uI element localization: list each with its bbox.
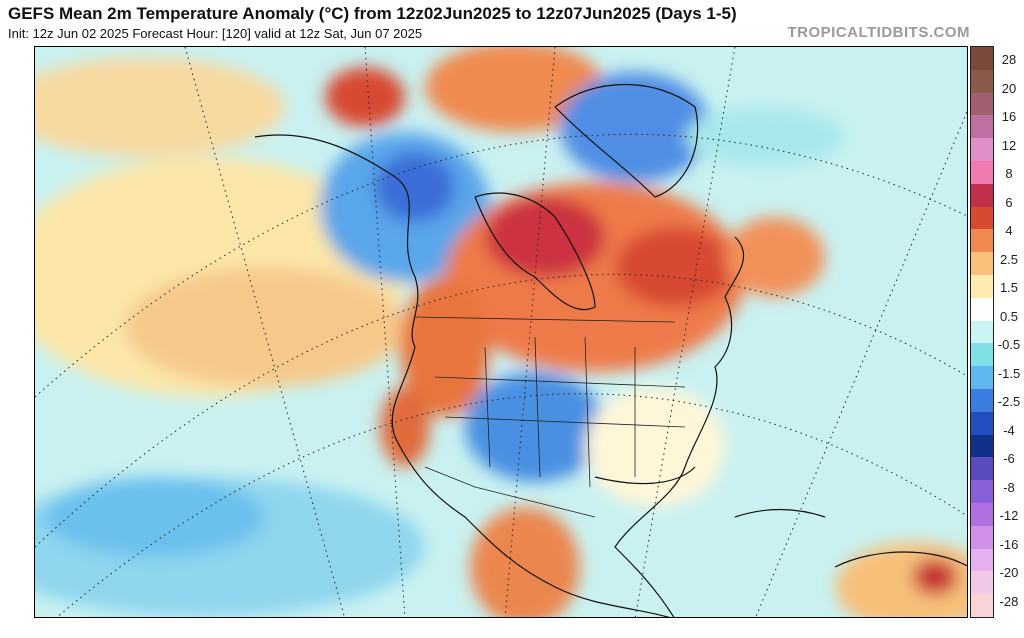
page-title: GEFS Mean 2m Temperature Anomaly (°C) fr… — [8, 4, 737, 23]
colorbar-tick-label: -28 — [999, 593, 1019, 609]
pacific-nw-warm — [400, 277, 490, 417]
colorbar-tick-label: 16 — [1001, 109, 1017, 124]
colorbar-tick-label: -12 — [999, 508, 1019, 523]
east-coast — [614, 236, 745, 617]
colorbar-labels: 28 20 16 12 8 6 4 2.5 1.5 0.5 -0.5 -1.5 -2.5 -4 -6 -8 -1… — [994, 46, 1024, 618]
greenland-cold — [560, 72, 710, 182]
anomaly-map — [34, 46, 968, 618]
pacific-warm-core — [125, 267, 405, 387]
eastern-us-neutral — [585, 387, 725, 507]
alaska-cold-core — [375, 152, 455, 222]
colorbar-swatch — [971, 434, 993, 458]
map-canvas — [35, 47, 967, 617]
colorbar-swatch — [971, 183, 993, 207]
colorbar-swatch — [971, 206, 993, 230]
colorbar-swatch — [971, 252, 993, 275]
subtropical-cool-core — [45, 477, 265, 557]
colorbar-swatch — [971, 502, 993, 526]
colorbar-tick-label: -16 — [999, 536, 1019, 552]
colorbar-swatch — [971, 160, 993, 184]
colorbar-swatch — [971, 69, 993, 93]
colorbar-swatch — [971, 594, 993, 617]
atlantic-warm — [725, 217, 825, 297]
colorbar-tick-label: -20 — [999, 565, 1019, 580]
colorbar-tick-label: 4 — [1005, 223, 1013, 238]
plains-cold — [465, 372, 605, 482]
colorbar-tick-label: -0.5 — [997, 337, 1021, 352]
colorbar-swatch — [971, 411, 993, 435]
colorbar-swatch — [971, 457, 993, 481]
colorbar-tick-label: -2.5 — [997, 394, 1021, 409]
colorbar-tick-label: 28 — [1001, 52, 1017, 67]
colorbar-tick-label: 2.5 — [999, 251, 1019, 267]
mexico-warm — [470, 507, 580, 617]
graticule — [35, 47, 967, 617]
us-canada-border — [414, 316, 676, 323]
colorbar-swatch — [971, 47, 993, 70]
quebec-warm — [615, 227, 735, 307]
colorbar-tick-label: 1.5 — [999, 280, 1019, 295]
arctic-warm — [425, 47, 605, 132]
caribbean-islands — [734, 508, 826, 518]
colorbar-tick-label: 0.5 — [999, 308, 1019, 324]
colorbar-swatch — [971, 297, 993, 321]
colorbar-swatch — [971, 388, 993, 412]
greenland-coast — [554, 84, 699, 198]
baffin-cool — [685, 107, 845, 167]
colorbar-swatch — [971, 320, 993, 344]
state-lines — [484, 336, 636, 488]
coastlines — [254, 84, 967, 617]
colorbar-swatch — [971, 571, 993, 595]
colorbar-tick-label: 20 — [1001, 80, 1017, 96]
forecast-info: Init: 12z Jun 02 2025 Forecast Hour: [12… — [8, 26, 423, 41]
colorbar-tick-label: -8 — [1003, 479, 1015, 495]
colorbar-swatch — [971, 138, 993, 161]
gulf-coast — [594, 466, 696, 485]
bering-warm — [35, 57, 285, 157]
colorbar — [970, 46, 994, 618]
colorbar-tick-label: 8 — [1005, 166, 1013, 181]
anomaly-fields — [35, 47, 967, 617]
colorbar-swatch — [971, 343, 993, 367]
colorbar-tick-label: -1.5 — [997, 365, 1021, 381]
south-america-hot — [913, 559, 957, 595]
california-warm — [380, 387, 430, 467]
colorbar-swatch — [971, 229, 993, 253]
colorbar-swatch — [971, 274, 993, 298]
colorbar-swatch — [971, 548, 993, 572]
south-america-coast — [834, 551, 967, 568]
colorbar-tick-label: 12 — [1001, 137, 1017, 153]
colorbar-tick-label: 6 — [1005, 194, 1013, 210]
colorbar-tick-label: -6 — [1003, 451, 1015, 466]
colorbar-tick-label: -4 — [1003, 422, 1015, 438]
colorbar-swatch — [971, 115, 993, 139]
source-watermark: TROPICALTIDBITS.COM — [787, 24, 970, 41]
hudson-bay — [474, 192, 596, 311]
hudson-warm-core — [485, 197, 605, 277]
siberia-warm — [325, 67, 405, 127]
colorbar-swatch — [971, 480, 993, 503]
colorbar-swatch — [971, 525, 993, 549]
colorbar-swatch — [971, 366, 993, 389]
political-borders — [414, 316, 686, 518]
us-mexico-border — [424, 466, 596, 518]
colorbar-swatch — [971, 92, 993, 116]
west-coast — [254, 134, 671, 617]
state-lines-horizontal — [434, 376, 686, 428]
